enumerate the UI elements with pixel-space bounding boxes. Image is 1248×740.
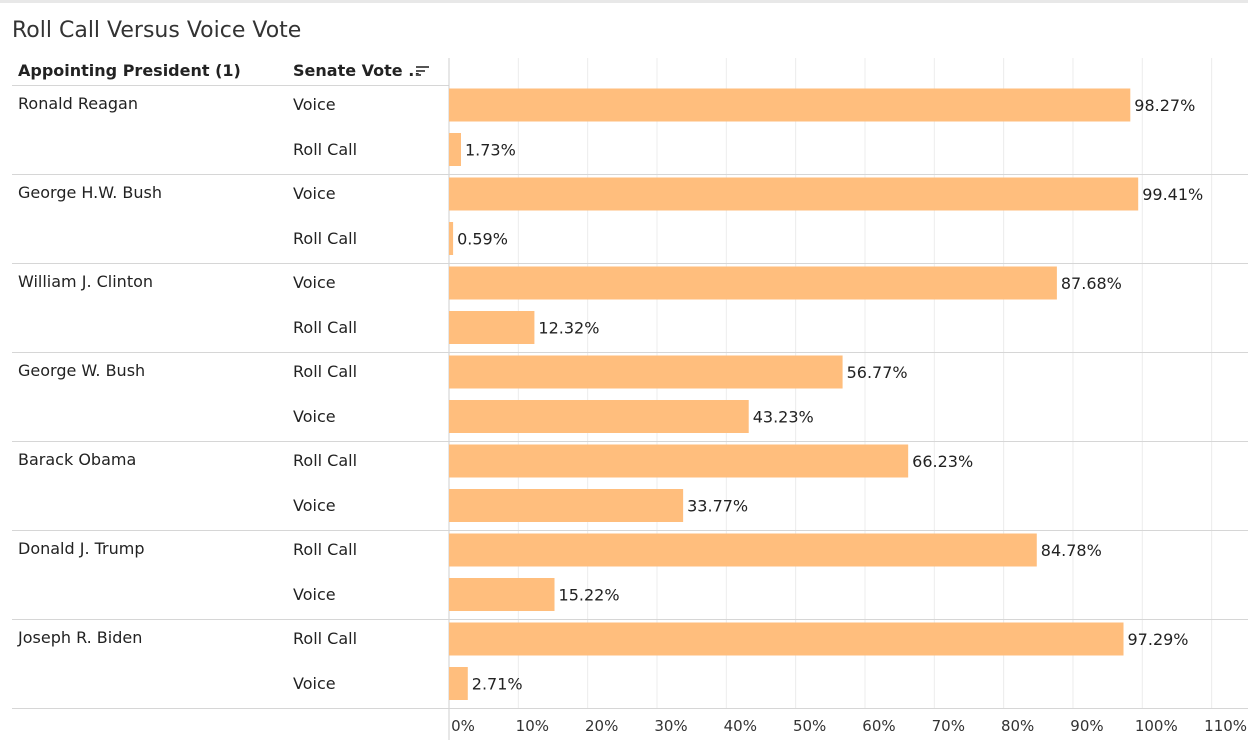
- header-appointing-president[interactable]: Appointing President (1): [18, 61, 241, 80]
- bar-value-label: 99.41%: [1142, 185, 1203, 204]
- x-tick-label: 90%: [1070, 717, 1103, 735]
- president-label: George W. Bush: [18, 361, 146, 380]
- vote-type-label: Roll Call: [293, 139, 358, 159]
- bar: [449, 667, 468, 700]
- vote-type-label: Roll Call: [293, 362, 358, 381]
- vote-type-label: Voice: [293, 673, 336, 693]
- bar-value-label: 0.59%: [457, 230, 508, 249]
- bar-value-label: 66.23%: [912, 452, 973, 471]
- x-tick-label: 110%: [1204, 717, 1247, 735]
- x-tick-label: 100%: [1135, 717, 1178, 735]
- bar-value-label: 84.78%: [1041, 541, 1102, 560]
- bar: [449, 177, 1139, 211]
- president-label: Ronald Reagan: [18, 94, 138, 113]
- president-label: Joseph R. Biden: [18, 628, 143, 647]
- bar-value-label: 43.23%: [753, 408, 814, 427]
- bar: [449, 622, 1124, 656]
- header-senate-vote[interactable]: Senate Vote ..: [293, 61, 421, 80]
- chart-title: Roll Call Versus Voice Vote: [12, 18, 302, 43]
- vote-type-label: Roll Call: [293, 451, 358, 470]
- x-tick-label: 80%: [1001, 717, 1034, 735]
- x-tick-label: 60%: [862, 717, 895, 735]
- vote-type-label: Voice: [293, 184, 336, 203]
- header-divider: [12, 85, 449, 86]
- x-tick-label: 20%: [585, 717, 618, 735]
- bar: [449, 266, 1057, 300]
- bar: [449, 444, 909, 478]
- president-label: Donald J. Trump: [18, 539, 145, 558]
- vote-type-label: Roll Call: [293, 540, 358, 559]
- bar: [449, 88, 1131, 122]
- bar-value-label: 2.71%: [472, 675, 523, 694]
- x-tick-label: 30%: [654, 717, 687, 735]
- bar: [449, 533, 1037, 567]
- top-border: [0, 0, 1248, 3]
- bar-value-label: 33.77%: [687, 497, 748, 516]
- sort-icon[interactable]: [416, 64, 430, 78]
- vote-type-label: Voice: [293, 406, 336, 426]
- x-tick-label: 40%: [724, 717, 757, 735]
- x-tick-label: 10%: [516, 717, 549, 735]
- bar-value-label: 97.29%: [1128, 630, 1189, 649]
- bar-value-label: 98.27%: [1134, 96, 1195, 115]
- bar: [449, 578, 555, 611]
- x-tick-label: 70%: [932, 717, 965, 735]
- x-tick-label: 0%: [451, 717, 475, 735]
- bar: [449, 311, 535, 344]
- bar-value-label: 1.73%: [465, 141, 516, 160]
- vote-type-label: Voice: [293, 495, 336, 515]
- bar-value-label: 87.68%: [1061, 274, 1122, 293]
- vote-type-label: Voice: [293, 95, 336, 114]
- vote-type-label: Roll Call: [293, 228, 358, 248]
- president-label: George H.W. Bush: [18, 183, 162, 202]
- bar-value-label: 56.77%: [847, 363, 908, 382]
- x-tick-label: 50%: [793, 717, 826, 735]
- bar: [449, 133, 461, 166]
- bar: [449, 222, 454, 255]
- vote-type-label: Roll Call: [293, 317, 358, 337]
- bar: [449, 355, 843, 389]
- president-label: William J. Clinton: [18, 272, 154, 291]
- vote-type-label: Voice: [293, 273, 336, 292]
- bar-value-label: 12.32%: [538, 319, 599, 338]
- president-label: Barack Obama: [18, 450, 137, 469]
- bar: [449, 489, 684, 522]
- vote-type-label: Roll Call: [293, 629, 358, 648]
- bar: [449, 400, 749, 433]
- vote-type-label: Voice: [293, 584, 336, 604]
- bar-value-label: 15.22%: [559, 586, 620, 605]
